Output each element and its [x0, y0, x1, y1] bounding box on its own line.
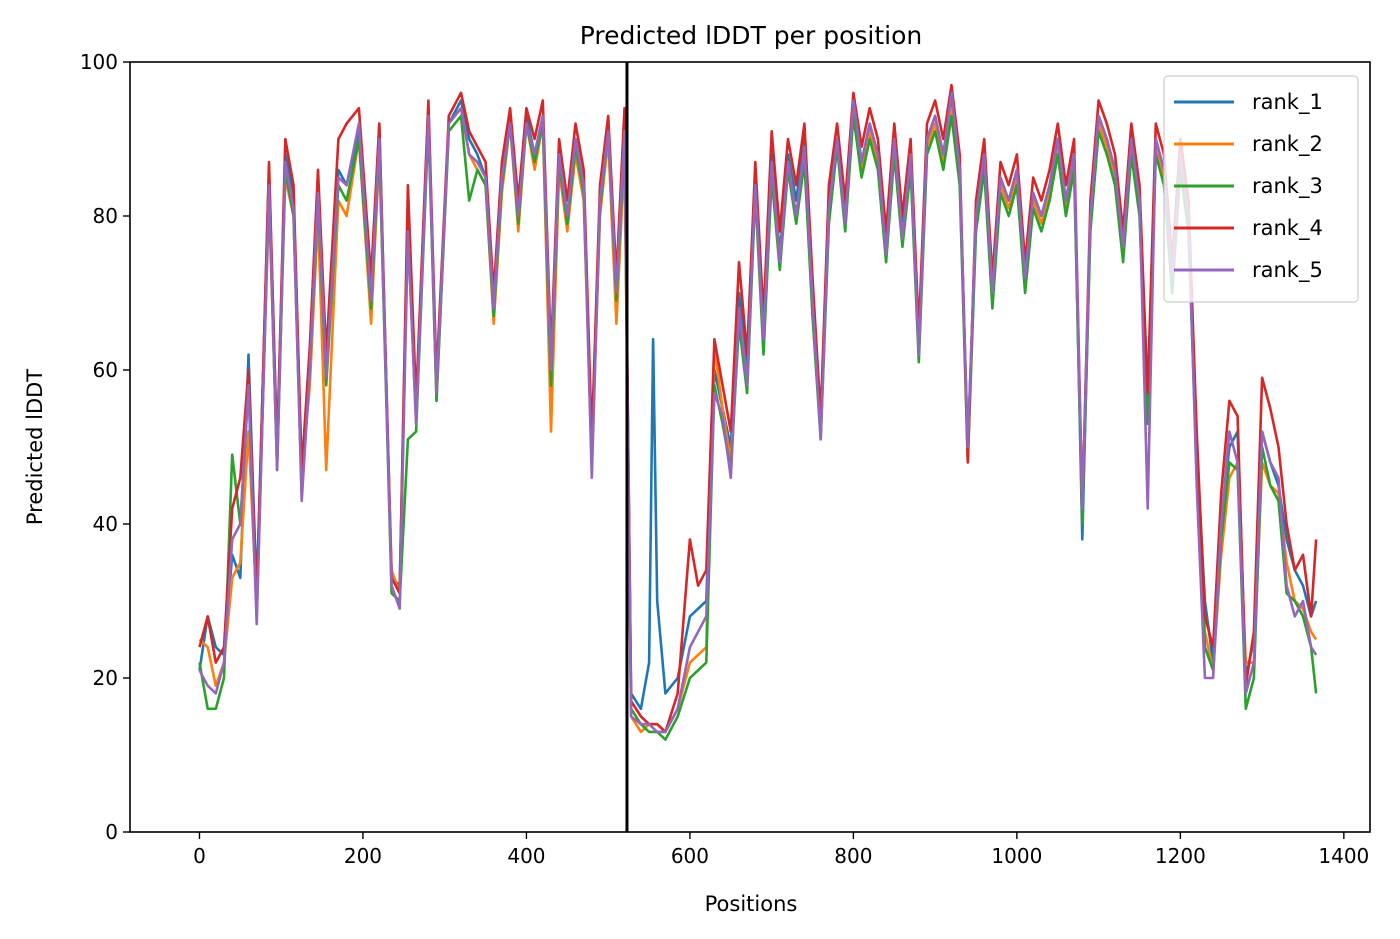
- legend-box: [1163, 75, 1359, 303]
- chart-title: Predicted lDDT per position: [580, 21, 922, 50]
- series-layer: [198, 62, 1318, 832]
- legend-label-rank_3: rank_3: [1252, 174, 1323, 199]
- x-tick-label: 600: [671, 844, 709, 868]
- x-tick-label: 800: [834, 844, 872, 868]
- axes-layer: 0 200 400 600 800 1000 1200 1400 0 20 40 60 80 100: [80, 50, 1371, 868]
- legend-label-rank_1: rank_1: [1252, 90, 1323, 115]
- x-tick-label: 1200: [1155, 844, 1206, 868]
- y-tick-label: 60: [93, 358, 118, 382]
- y-tick-label: 0: [105, 820, 118, 844]
- x-tick-label: 0: [193, 844, 206, 868]
- y-tick-label: 100: [80, 50, 118, 74]
- legend-label-rank_4: rank_4: [1252, 216, 1323, 241]
- x-tick-label: 1000: [991, 844, 1042, 868]
- x-tick-label: 200: [344, 844, 382, 868]
- y-tick-label: 80: [93, 204, 118, 228]
- legend-label-rank_2: rank_2: [1252, 132, 1323, 157]
- axes-frame: [129, 61, 1371, 833]
- y-axis-title: Predicted lDDT: [23, 369, 47, 525]
- x-axis-title: Positions: [705, 892, 798, 916]
- y-tick-label: 20: [93, 666, 118, 690]
- series-line-rank_5: [198, 91, 1318, 734]
- legend-label-rank_5: rank_5: [1252, 258, 1323, 283]
- x-tick-label: 400: [507, 844, 545, 868]
- legend: rank_1 rank_2 rank_3 rank_4 rank_5: [1163, 75, 1359, 303]
- x-tick-label: 1400: [1318, 844, 1369, 868]
- y-tick-label: 40: [93, 512, 118, 536]
